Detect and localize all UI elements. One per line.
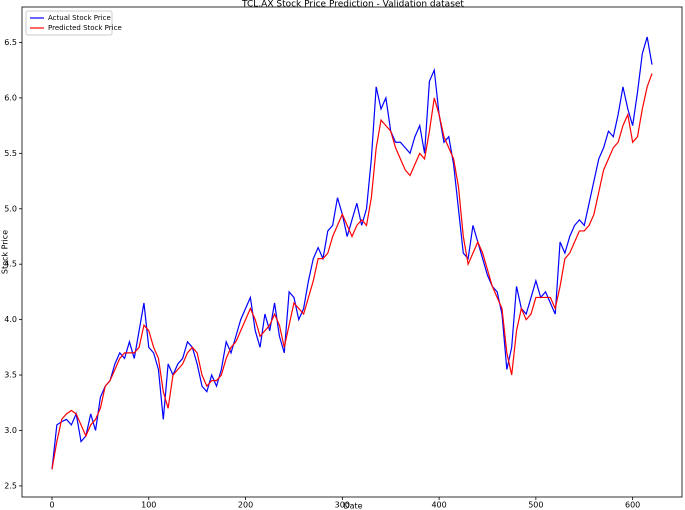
y-tick-label: 3.5 <box>4 371 17 380</box>
plot-frame <box>21 6 683 498</box>
y-tick-label: 4.0 <box>4 315 17 324</box>
x-tick-label: 0 <box>49 501 54 510</box>
y-tick-label: 2.5 <box>4 481 17 490</box>
x-axis-label: Date <box>343 502 362 510</box>
legend-label: Predicted Stock Price <box>48 24 122 32</box>
series-line <box>51 36 653 470</box>
legend-label: Actual Stock Price <box>48 14 111 22</box>
x-tick-label: 100 <box>141 501 156 510</box>
x-tick-label: 200 <box>238 501 253 510</box>
legend-box <box>25 10 113 36</box>
y-axis-label: Stock Price <box>1 230 10 274</box>
x-tick-label: 300 <box>335 501 350 510</box>
y-tick-label: 4.5 <box>4 260 17 269</box>
chart-title: TCL.AX Stock Price Prediction - Validati… <box>241 0 464 10</box>
y-tick-label: 6.0 <box>4 93 17 102</box>
y-tick-label: 6.5 <box>4 38 17 47</box>
series-line <box>51 73 653 470</box>
x-tick-label: 400 <box>431 501 446 510</box>
y-tick-label: 5.0 <box>4 204 17 213</box>
y-tick-label: 3.0 <box>4 426 17 435</box>
y-tick-label: 5.5 <box>4 149 17 158</box>
x-tick-label: 600 <box>625 501 640 510</box>
x-tick-label: 500 <box>528 501 543 510</box>
